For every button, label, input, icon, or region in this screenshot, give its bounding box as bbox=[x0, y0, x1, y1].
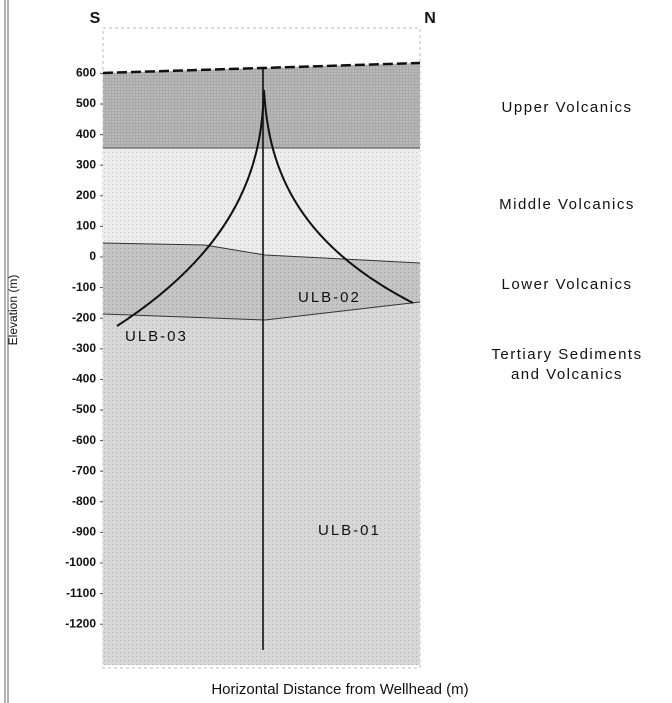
well-trace bbox=[116, 89, 265, 327]
lower-texture bbox=[103, 243, 420, 320]
x-axis-label: Horizontal Distance from Wellhead (m) bbox=[211, 681, 468, 698]
well-label: ULB-01 bbox=[318, 522, 381, 539]
well-trace bbox=[263, 89, 414, 304]
layer-labels: Upper Volcanics Middle Volcanics Lower Vol… bbox=[491, 99, 642, 383]
layer-label: Lower Volcanics bbox=[502, 276, 633, 293]
ground-surface bbox=[102, 61, 421, 75]
boundary bbox=[102, 242, 421, 264]
y-axis-label: Elevation (m) bbox=[6, 275, 20, 346]
middle-texture bbox=[103, 148, 420, 263]
well-label: ULB-03 bbox=[125, 328, 188, 345]
y-tick-label: -800 bbox=[72, 494, 96, 508]
y-tick-label: 100 bbox=[76, 219, 96, 233]
y-tick-label: 0 bbox=[89, 249, 96, 263]
y-tick-label: -1200 bbox=[65, 616, 96, 630]
layer-label: and Volcanics bbox=[511, 366, 623, 383]
tertiary-texture bbox=[103, 302, 420, 665]
layer-label: Middle Volcanics bbox=[499, 196, 635, 213]
end-label: N bbox=[424, 10, 436, 27]
boundary bbox=[102, 301, 421, 321]
y-tick-label: -900 bbox=[72, 525, 96, 539]
y-tick-label: -700 bbox=[72, 463, 96, 477]
y-ticks: 600 500 400 300 200 100 0 -100 -200 -300 -400 -500 -… bbox=[65, 66, 103, 630]
upper-texture bbox=[103, 63, 420, 148]
y-tick-label: -300 bbox=[72, 341, 96, 355]
layer-label: Tertiary Sediments bbox=[491, 346, 642, 363]
y-tick-label: -200 bbox=[72, 310, 96, 324]
y-tick-label: -600 bbox=[72, 433, 96, 447]
y-tick-label: 400 bbox=[76, 127, 96, 141]
y-tick-label: -1000 bbox=[65, 555, 96, 569]
y-tick-label: 200 bbox=[76, 188, 96, 202]
well-label: ULB-02 bbox=[298, 289, 361, 306]
end-label: S bbox=[90, 10, 101, 27]
layer-label: Upper Volcanics bbox=[502, 99, 633, 116]
y-tick-label: 600 bbox=[76, 66, 96, 80]
y-tick-label: -1100 bbox=[66, 586, 96, 600]
y-tick-label: 500 bbox=[76, 96, 96, 110]
y-tick-label: 300 bbox=[76, 157, 96, 171]
y-tick-label: -100 bbox=[72, 280, 96, 294]
y-tick-label: -500 bbox=[72, 402, 96, 416]
y-tick-label: -400 bbox=[72, 372, 96, 386]
